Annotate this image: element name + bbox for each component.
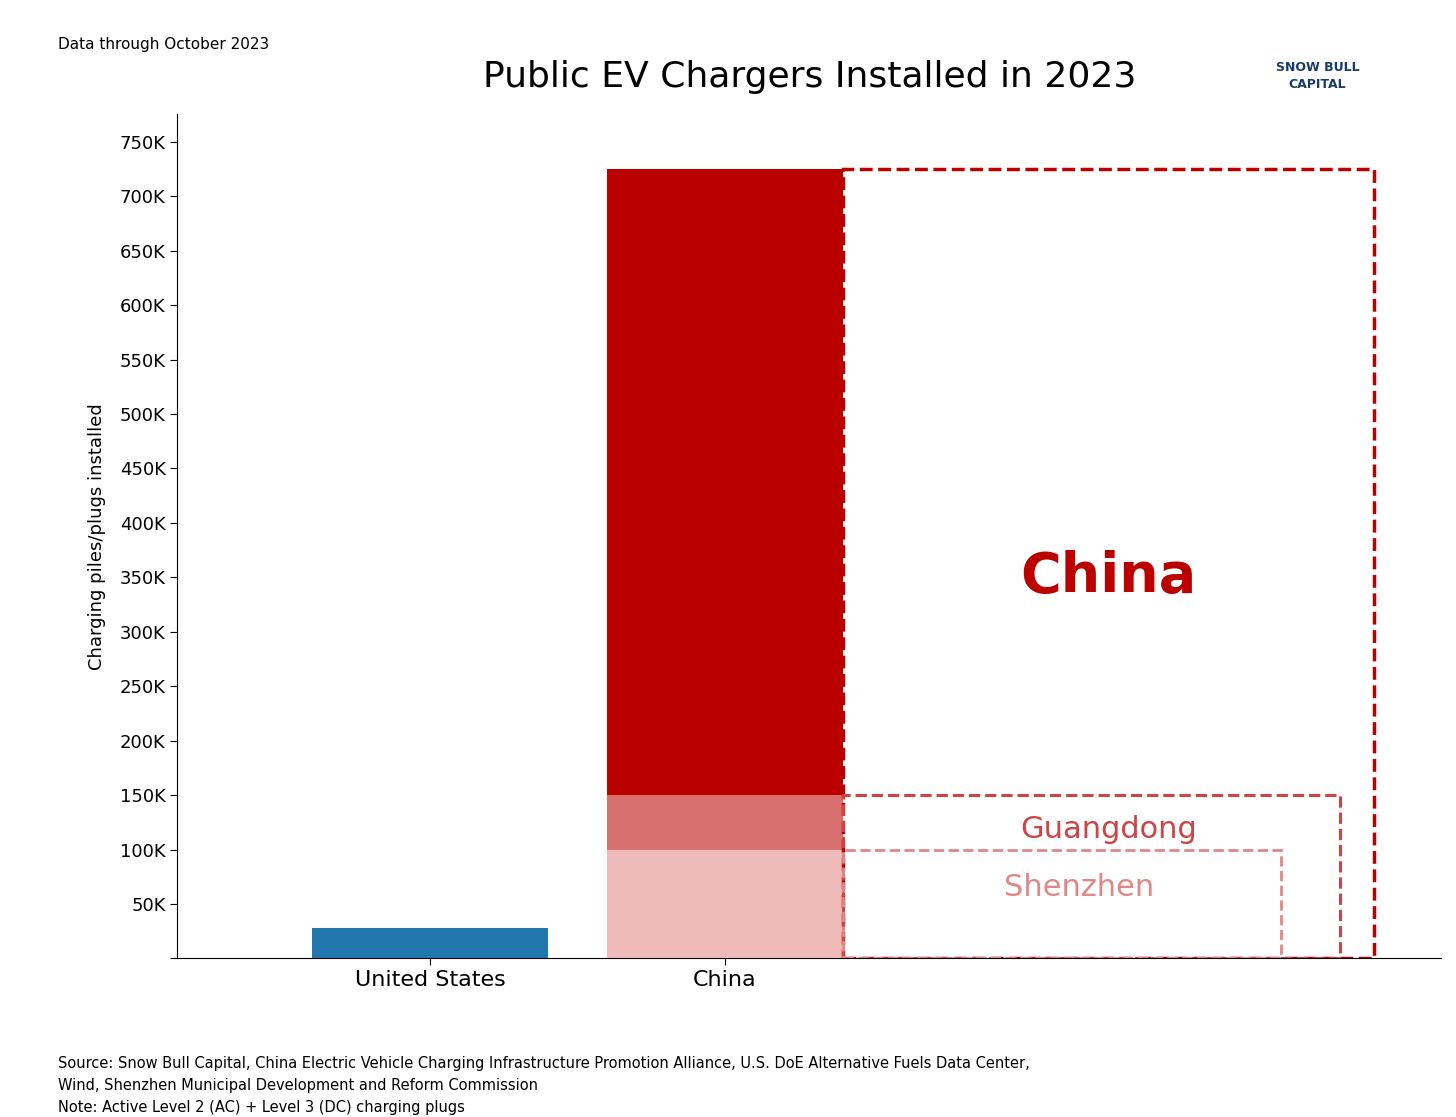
Text: Source: Snow Bull Capital, China Electric Vehicle Charging Infrastructure Promot: Source: Snow Bull Capital, China Electri… xyxy=(58,1056,1029,1115)
Text: Guangdong: Guangdong xyxy=(1019,815,1197,844)
Text: China: China xyxy=(1021,551,1197,604)
Title: Public EV Chargers Installed in 2023: Public EV Chargers Installed in 2023 xyxy=(482,59,1136,94)
Bar xyxy=(607,795,843,850)
Bar xyxy=(312,928,547,958)
Text: Shenzhen: Shenzhen xyxy=(1003,873,1155,903)
Text: SNOW BULL
CAPITAL: SNOW BULL CAPITAL xyxy=(1275,61,1360,92)
Bar xyxy=(607,850,843,958)
Text: Data through October 2023: Data through October 2023 xyxy=(58,37,269,51)
Y-axis label: Charging piles/plugs installed: Charging piles/plugs installed xyxy=(87,403,106,670)
Bar xyxy=(843,850,1281,958)
Bar xyxy=(843,169,1373,958)
Bar xyxy=(607,169,843,795)
Bar xyxy=(843,795,1340,958)
